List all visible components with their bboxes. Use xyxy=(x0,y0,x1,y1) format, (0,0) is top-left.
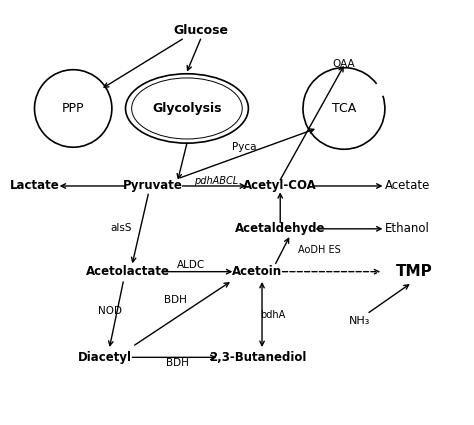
Text: TMP: TMP xyxy=(396,264,433,279)
Text: Acetate: Acetate xyxy=(385,179,430,193)
Text: TCA: TCA xyxy=(332,102,356,115)
Text: pdhABCL: pdhABCL xyxy=(194,176,238,186)
Text: PPP: PPP xyxy=(62,102,84,115)
Text: Glycolysis: Glycolysis xyxy=(152,102,222,115)
Text: Lactate: Lactate xyxy=(9,179,59,193)
Text: ALDC: ALDC xyxy=(177,260,206,270)
Text: AoDH ES: AoDH ES xyxy=(299,245,341,255)
Text: Glucose: Glucose xyxy=(173,25,228,37)
Text: Pyca: Pyca xyxy=(232,142,256,152)
Text: 2,3-Butanediol: 2,3-Butanediol xyxy=(209,351,306,364)
Text: Acetolactate: Acetolactate xyxy=(86,265,170,278)
Text: Acetaldehyde: Acetaldehyde xyxy=(235,222,326,235)
Text: Acetoin: Acetoin xyxy=(232,265,283,278)
Text: BDH: BDH xyxy=(166,358,189,368)
Text: Acetyl-COA: Acetyl-COA xyxy=(243,179,317,193)
Text: alsS: alsS xyxy=(110,223,132,233)
Text: Pyruvate: Pyruvate xyxy=(123,179,183,193)
Text: NH₃: NH₃ xyxy=(349,316,371,326)
Text: Ethanol: Ethanol xyxy=(385,222,430,235)
Text: NOD: NOD xyxy=(99,306,122,316)
Text: bdhA: bdhA xyxy=(260,309,285,320)
Text: BDH: BDH xyxy=(164,295,187,305)
Text: OAA: OAA xyxy=(333,59,355,68)
Text: Diacetyl: Diacetyl xyxy=(78,351,132,364)
